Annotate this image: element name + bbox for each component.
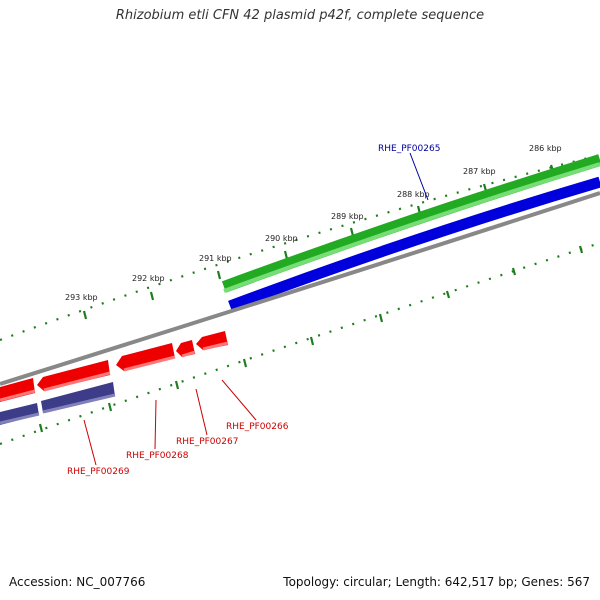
inner-major-ticks	[38, 245, 584, 433]
map-title: Rhizobium etli CFN 42 plasmid p42f, comp…	[115, 8, 485, 23]
major-tick	[309, 336, 315, 346]
backbone-line	[0, 191, 600, 386]
gene-label-rhe-pf00265[interactable]: RHE_PF00265	[378, 144, 440, 154]
tick-label: 287 kbp	[463, 167, 496, 176]
major-tick	[578, 245, 584, 254]
forward-cds-feature	[228, 176, 600, 312]
tick-label: 293 kbp	[65, 293, 98, 302]
label-leader-rhe-pf00267	[195, 388, 208, 436]
accession-label: Accession: NC_007766	[9, 575, 146, 589]
label-leader-rhe-pf00266	[221, 379, 257, 421]
label-leader-rhe-pf00269	[83, 419, 97, 466]
tick-label: 292 kbp	[132, 274, 165, 283]
tick-label: 288 kbp	[397, 190, 430, 199]
reverse-cds-block	[41, 382, 115, 413]
major-tick	[445, 290, 451, 299]
sequence-summary: Topology: circular; Length: 642,517 bp; …	[283, 575, 590, 589]
outer-tick-ring	[0, 153, 600, 342]
inner-tick-ring	[0, 241, 600, 446]
reverse-gene-arrow	[0, 378, 35, 402]
major-tick	[216, 270, 222, 280]
major-tick	[38, 423, 44, 433]
major-tick	[511, 267, 517, 276]
major-tick	[283, 250, 289, 260]
outer-major-ticks	[82, 164, 555, 320]
label-leader-rhe-pf00268	[154, 399, 157, 450]
major-tick	[82, 310, 88, 320]
reverse-gene-arrow	[37, 360, 110, 391]
gene-label-rhe-pf00269[interactable]: RHE_PF00269	[67, 467, 130, 477]
tick-label: 290 kbp	[265, 234, 298, 243]
tick-label: 286 kbp	[529, 144, 562, 153]
major-tick	[242, 358, 248, 368]
major-tick	[149, 291, 155, 301]
reverse-gene-arrow	[116, 343, 175, 371]
major-tick	[174, 380, 180, 390]
forward-gene-feature	[221, 154, 600, 293]
tick-label: 289 kbp	[331, 212, 364, 221]
gene-label-rhe-pf00266[interactable]: RHE_PF00266	[226, 422, 289, 432]
reverse-gene-features	[0, 331, 229, 402]
reverse-cds-features	[0, 382, 116, 425]
gene-label-rhe-pf00267[interactable]: RHE_PF00267	[176, 437, 238, 447]
tick-label: 291 kbp	[199, 254, 232, 263]
major-tick	[378, 313, 384, 323]
gene-label-rhe-pf00268[interactable]: RHE_PF00268	[126, 451, 189, 461]
major-tick	[107, 402, 113, 412]
label-leader-rhe-pf00265	[409, 152, 429, 201]
forward-gene-highlight	[223, 162, 600, 293]
